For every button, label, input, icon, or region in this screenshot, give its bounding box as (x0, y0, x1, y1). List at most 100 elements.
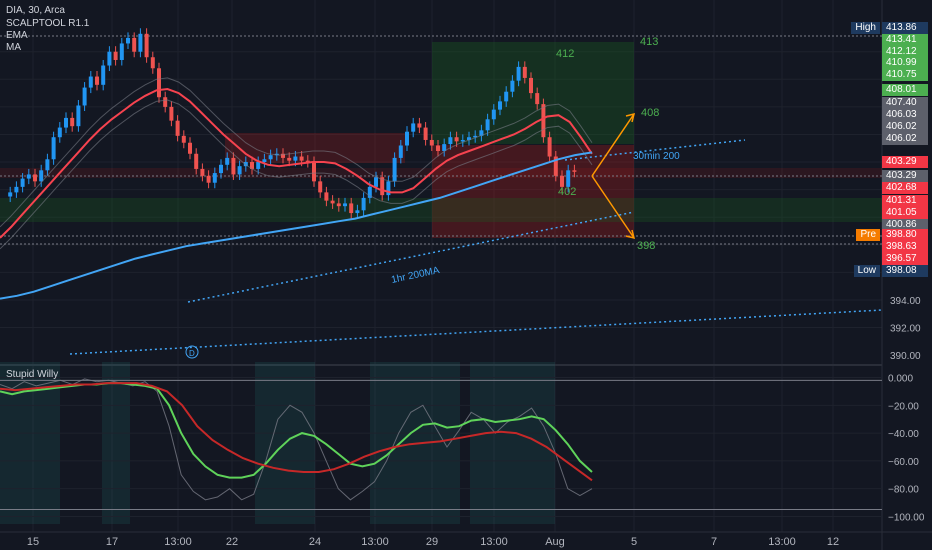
zone-boxes (0, 35, 882, 245)
annotation-408: 408 (641, 107, 659, 119)
price-label-gray: 406.02 (882, 121, 928, 133)
candle-body (200, 168, 205, 176)
chart-title[interactable]: DIA, 30, Arca (6, 5, 65, 16)
annotation-398: 398 (637, 240, 655, 252)
price-label-pre: 398.80 (882, 229, 928, 241)
candle-body (560, 175, 564, 187)
price-label-green: 408.01 (882, 84, 928, 96)
price-label-low: 398.08 (882, 265, 928, 277)
time-tick-label: 13:00 (480, 536, 508, 548)
osc-tick-label: −60.00 (888, 457, 919, 468)
candle-body (392, 157, 397, 182)
candle-body (26, 174, 31, 179)
candle-body (194, 153, 199, 169)
candle-body (553, 156, 558, 176)
price-label-gray: 400.86 (882, 219, 928, 231)
candle-body (144, 33, 149, 58)
candle-body (243, 162, 248, 167)
candle-body (51, 137, 56, 160)
price-label-high: 413.86 (882, 22, 928, 34)
candle-body (504, 91, 509, 102)
time-tick-label: 17 (106, 536, 118, 548)
candle-body (268, 155, 273, 160)
oscillator-title[interactable]: Stupid Willy (6, 369, 59, 380)
candle-body (516, 66, 521, 81)
candle-body (485, 119, 490, 131)
price-label-gray: 407.40 (882, 97, 928, 109)
candle-body (219, 164, 223, 174)
candle-body (510, 80, 515, 92)
candle-body (126, 37, 130, 44)
candle-body (250, 162, 254, 169)
candle-body (82, 87, 87, 106)
candle-body (237, 166, 242, 175)
candle-body (336, 203, 341, 207)
candle-body (14, 186, 19, 193)
price-label-red: 401.31 (882, 195, 928, 207)
candle-body (361, 197, 366, 211)
target-arrow-down (591, 175, 635, 239)
indicator-label-scalptool[interactable]: SCALPTOOL R1.1 (6, 18, 90, 29)
candle-body (318, 181, 323, 193)
candle-body (119, 43, 124, 60)
target-arrow-up (591, 113, 635, 177)
candle-body (529, 77, 533, 94)
time-tick-label: 22 (226, 536, 238, 548)
indicator-label-ma[interactable]: MA (6, 42, 21, 53)
osc-tick-label: 0.000 (888, 374, 913, 385)
osc-signal-line (0, 382, 593, 482)
candle-body (212, 173, 217, 183)
osc-tick-label: −20.00 (888, 401, 919, 412)
indicator-label-ema[interactable]: EMA (6, 30, 28, 41)
candle-body (386, 181, 391, 196)
candle-body (39, 170, 44, 182)
trendline-30min (564, 139, 746, 161)
price-label-red: 396.57 (882, 253, 928, 265)
trendline-lower (69, 309, 883, 355)
price-label-tag-pre: Pre (856, 229, 880, 241)
time-tick-label: 13:00 (164, 536, 192, 548)
price-label-red: 401.05 (882, 207, 928, 219)
price-axis: 394.00 392.00 390.00 0.000 −20.00 −40.00 −60.0… (888, 296, 925, 524)
price-label-green: 410.75 (882, 69, 928, 81)
time-tick-label: 13:00 (768, 536, 796, 548)
price-label-red: 398.63 (882, 241, 928, 253)
candle-body (429, 139, 434, 146)
candle-body (498, 101, 502, 110)
dividend-marker-letter: D (189, 349, 195, 358)
time-tick-label: 7 (711, 536, 717, 548)
candle-body (157, 68, 161, 98)
candle-body (57, 127, 62, 138)
candle-body (169, 106, 174, 121)
time-tick-label: Aug (545, 536, 565, 548)
candle-body (467, 137, 471, 140)
candle-body (355, 210, 360, 214)
candle-body (70, 117, 75, 127)
candle-body (374, 177, 378, 187)
candle-body (330, 200, 335, 204)
candle-body (107, 51, 112, 66)
candle-body (566, 170, 571, 187)
annotation-412: 412 (556, 48, 574, 60)
osc-tick-label: −100.00 (888, 512, 925, 523)
candle-body (305, 160, 310, 163)
candle-body (188, 142, 192, 154)
time-tick-label: 24 (309, 536, 321, 548)
candle-body (262, 159, 267, 163)
time-tick-label: 13:00 (361, 536, 389, 548)
price-label-green: 413.41 (882, 34, 928, 46)
candle-body (256, 162, 261, 169)
ema-line (0, 87, 593, 239)
candle-body (411, 123, 416, 132)
candle-body (367, 186, 372, 198)
candle-body (95, 76, 99, 85)
oscillator-zone (102, 362, 130, 524)
moving-average-lines (0, 77, 593, 300)
candle-body (225, 157, 230, 165)
candle-body (522, 66, 527, 78)
price-tick-label: 392.00 (890, 324, 921, 335)
candle-body (181, 135, 186, 143)
candle-body (380, 177, 385, 196)
